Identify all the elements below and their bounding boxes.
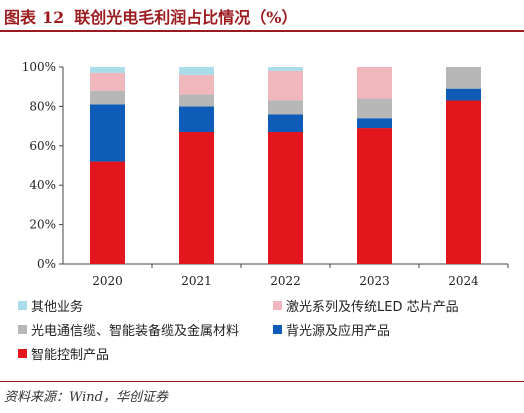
bar-segment xyxy=(268,132,303,264)
x-tick-label: 2021 xyxy=(181,274,212,288)
legend-label: 背光源及应用产品 xyxy=(286,324,391,339)
bar-segment xyxy=(90,67,125,73)
bar-segment xyxy=(268,100,303,115)
bar-segment xyxy=(268,114,303,133)
legend-label: 智能控制产品 xyxy=(31,348,110,363)
legend-item: 激光系列及传统LED 芯片产品 xyxy=(273,296,459,315)
legend-item: 智能控制产品 xyxy=(18,344,109,363)
bar-segment xyxy=(179,67,214,75)
y-tick-label: 40% xyxy=(29,178,56,192)
legend-item: 光电通信缆、智能装备缆及金属材料 xyxy=(18,320,239,339)
legend-swatch xyxy=(18,301,27,310)
bar-segment xyxy=(268,70,303,101)
bar-segment xyxy=(90,161,125,264)
legend-label: 光电通信缆、智能装备缆及金属材料 xyxy=(31,324,240,339)
bar-chart: 0% 20% 40% 60% 80% 100% 2020 2021 2022 2023 2024 xyxy=(22,60,509,288)
bar-segment xyxy=(446,100,481,265)
y-tick-label: 100% xyxy=(22,60,56,74)
bar-segment xyxy=(179,132,214,264)
source-rule xyxy=(0,381,524,382)
legend-swatch xyxy=(273,301,282,310)
figure-number: 12 xyxy=(42,8,65,27)
legend-item: 背光源及应用产品 xyxy=(273,320,390,339)
bar-segment xyxy=(357,128,392,264)
legend-swatch xyxy=(18,349,27,358)
bar-segment xyxy=(357,67,392,99)
y-tick-label: 80% xyxy=(29,99,56,113)
source-note: 资料来源：Wind，华创证券 xyxy=(4,390,168,405)
bar-segment xyxy=(357,98,392,119)
bar-segment xyxy=(179,74,214,95)
bar-segment xyxy=(268,67,303,71)
bar-segment xyxy=(90,104,125,162)
y-tick-label: 60% xyxy=(29,139,56,153)
bar-segment xyxy=(90,72,125,91)
chart-title: 图表 12 联创光电毛利润占比情况（%） xyxy=(4,4,298,28)
bar-segment xyxy=(179,106,214,133)
figure-prefix: 图表 xyxy=(4,8,37,27)
bar-segment xyxy=(446,67,481,89)
x-tick-label: 2023 xyxy=(359,274,390,288)
legend-item: 其他业务 xyxy=(18,296,83,315)
x-tick-label: 2020 xyxy=(92,274,123,288)
y-tick-label: 20% xyxy=(29,218,56,232)
bar-segment xyxy=(357,118,392,129)
bar-segment xyxy=(446,88,481,101)
title-rule xyxy=(0,30,524,32)
x-tick-label: 2024 xyxy=(448,274,479,288)
legend-swatch xyxy=(18,325,27,334)
bar-segment xyxy=(90,90,125,105)
bar-segment xyxy=(179,94,214,107)
legend-label: 激光系列及传统LED 芯片产品 xyxy=(286,300,459,315)
y-tick-label: 0% xyxy=(37,257,56,271)
legend-swatch xyxy=(273,325,282,334)
figure-title-text: 联创光电毛利润占比情况（%） xyxy=(74,8,298,27)
x-tick-label: 2022 xyxy=(270,274,301,288)
legend-label: 其他业务 xyxy=(31,300,84,315)
